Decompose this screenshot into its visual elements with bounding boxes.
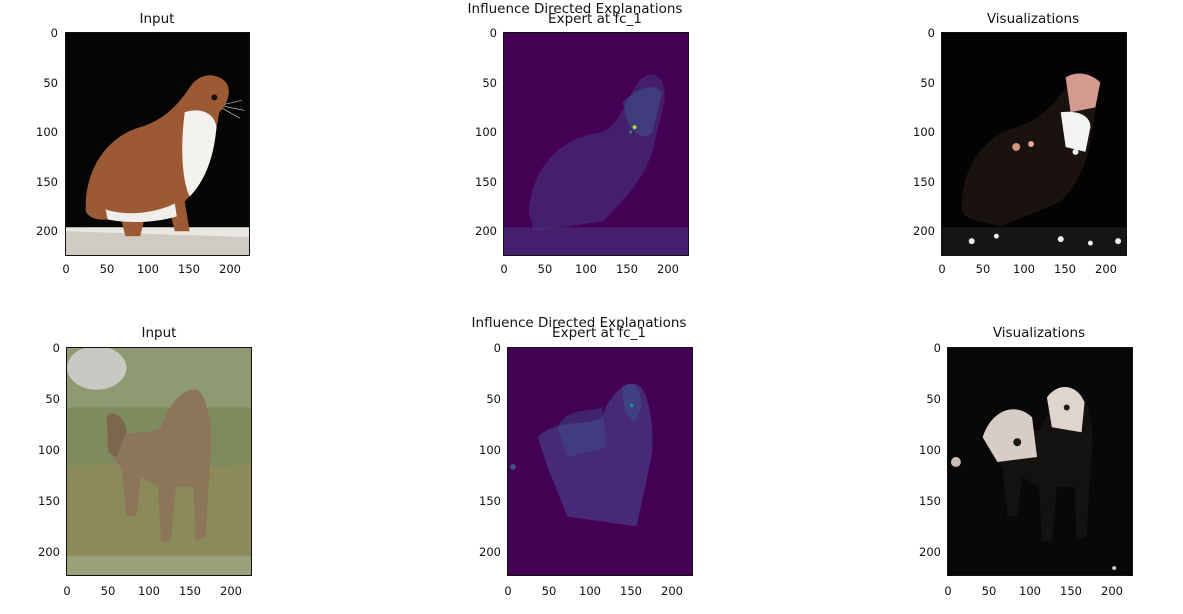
y-tick-label: 0 xyxy=(493,341,501,355)
x-tick-label: 200 xyxy=(661,584,683,598)
x-tick-label: 150 xyxy=(1060,584,1082,598)
panel-title: Visualizations xyxy=(986,11,1080,27)
suptitle-row-1: Influence Directed Explanations xyxy=(467,1,683,17)
x-tick-label: 0 xyxy=(500,262,508,276)
y-tick-label: 0 xyxy=(52,341,60,355)
x-tick-label: 100 xyxy=(137,262,159,276)
y-tick-label: 0 xyxy=(489,26,497,40)
y-tick-label: 0 xyxy=(50,26,58,40)
y-tick-label: 100 xyxy=(38,443,60,457)
y-tick-label: 200 xyxy=(479,545,501,559)
visualization-image xyxy=(941,32,1127,256)
y-tick-label: 200 xyxy=(913,224,935,238)
x-tick-label: 200 xyxy=(657,262,679,276)
y-tick-label: 100 xyxy=(479,443,501,457)
y-tick-label: 50 xyxy=(920,76,935,90)
y-tick-label: 0 xyxy=(927,26,935,40)
x-tick-label: 100 xyxy=(1019,584,1041,598)
x-tick-label: 150 xyxy=(178,262,200,276)
y-tick-label: 150 xyxy=(475,175,497,189)
x-tick-label: 100 xyxy=(1013,262,1035,276)
panel-title: Input xyxy=(139,11,175,27)
y-tick-label: 150 xyxy=(913,175,935,189)
x-tick-label: 50 xyxy=(100,584,116,598)
x-tick-label: 100 xyxy=(575,262,597,276)
x-tick-label: 0 xyxy=(63,584,71,598)
panel-title: Expert at fc_1 xyxy=(548,11,642,27)
y-tick-label: 100 xyxy=(36,125,58,139)
x-tick-label: 200 xyxy=(220,584,242,598)
y-tick-label: 200 xyxy=(919,545,941,559)
expert-heatmap xyxy=(503,32,689,256)
x-tick-label: 0 xyxy=(938,262,946,276)
x-tick-label: 50 xyxy=(975,262,991,276)
y-tick-label: 150 xyxy=(919,494,941,508)
x-tick-label: 150 xyxy=(620,584,642,598)
x-tick-label: 50 xyxy=(537,262,553,276)
x-tick-label: 0 xyxy=(62,262,70,276)
y-tick-label: 200 xyxy=(38,545,60,559)
input-image-weasel xyxy=(65,32,250,256)
panel-title: Visualizations xyxy=(992,325,1086,341)
y-tick-label: 100 xyxy=(919,443,941,457)
panel-title: Input xyxy=(141,325,177,341)
x-tick-label: 150 xyxy=(1054,262,1076,276)
y-tick-label: 50 xyxy=(45,392,60,406)
y-tick-label: 100 xyxy=(475,125,497,139)
y-tick-label: 100 xyxy=(913,125,935,139)
x-tick-label: 100 xyxy=(138,584,160,598)
y-tick-label: 150 xyxy=(36,175,58,189)
x-tick-label: 50 xyxy=(981,584,997,598)
panel-title: Expert at fc_1 xyxy=(552,325,646,341)
x-tick-label: 50 xyxy=(541,584,557,598)
x-tick-label: 150 xyxy=(616,262,638,276)
y-tick-label: 50 xyxy=(926,392,941,406)
x-tick-label: 0 xyxy=(944,584,952,598)
input-image-camel xyxy=(66,347,252,576)
x-tick-label: 0 xyxy=(504,584,512,598)
expert-heatmap xyxy=(507,347,693,576)
x-tick-label: 150 xyxy=(179,584,201,598)
y-tick-label: 50 xyxy=(482,76,497,90)
y-tick-label: 200 xyxy=(475,224,497,238)
x-tick-label: 200 xyxy=(1101,584,1123,598)
x-tick-label: 200 xyxy=(1095,262,1117,276)
y-tick-label: 50 xyxy=(43,76,58,90)
x-tick-label: 50 xyxy=(99,262,115,276)
suptitle-row-2: Influence Directed Explanations xyxy=(471,315,687,331)
visualization-image xyxy=(947,347,1133,576)
y-tick-label: 200 xyxy=(36,224,58,238)
y-tick-label: 150 xyxy=(38,494,60,508)
y-tick-label: 50 xyxy=(486,392,501,406)
y-tick-label: 0 xyxy=(933,341,941,355)
x-tick-label: 200 xyxy=(219,262,241,276)
x-tick-label: 100 xyxy=(579,584,601,598)
y-tick-label: 150 xyxy=(479,494,501,508)
